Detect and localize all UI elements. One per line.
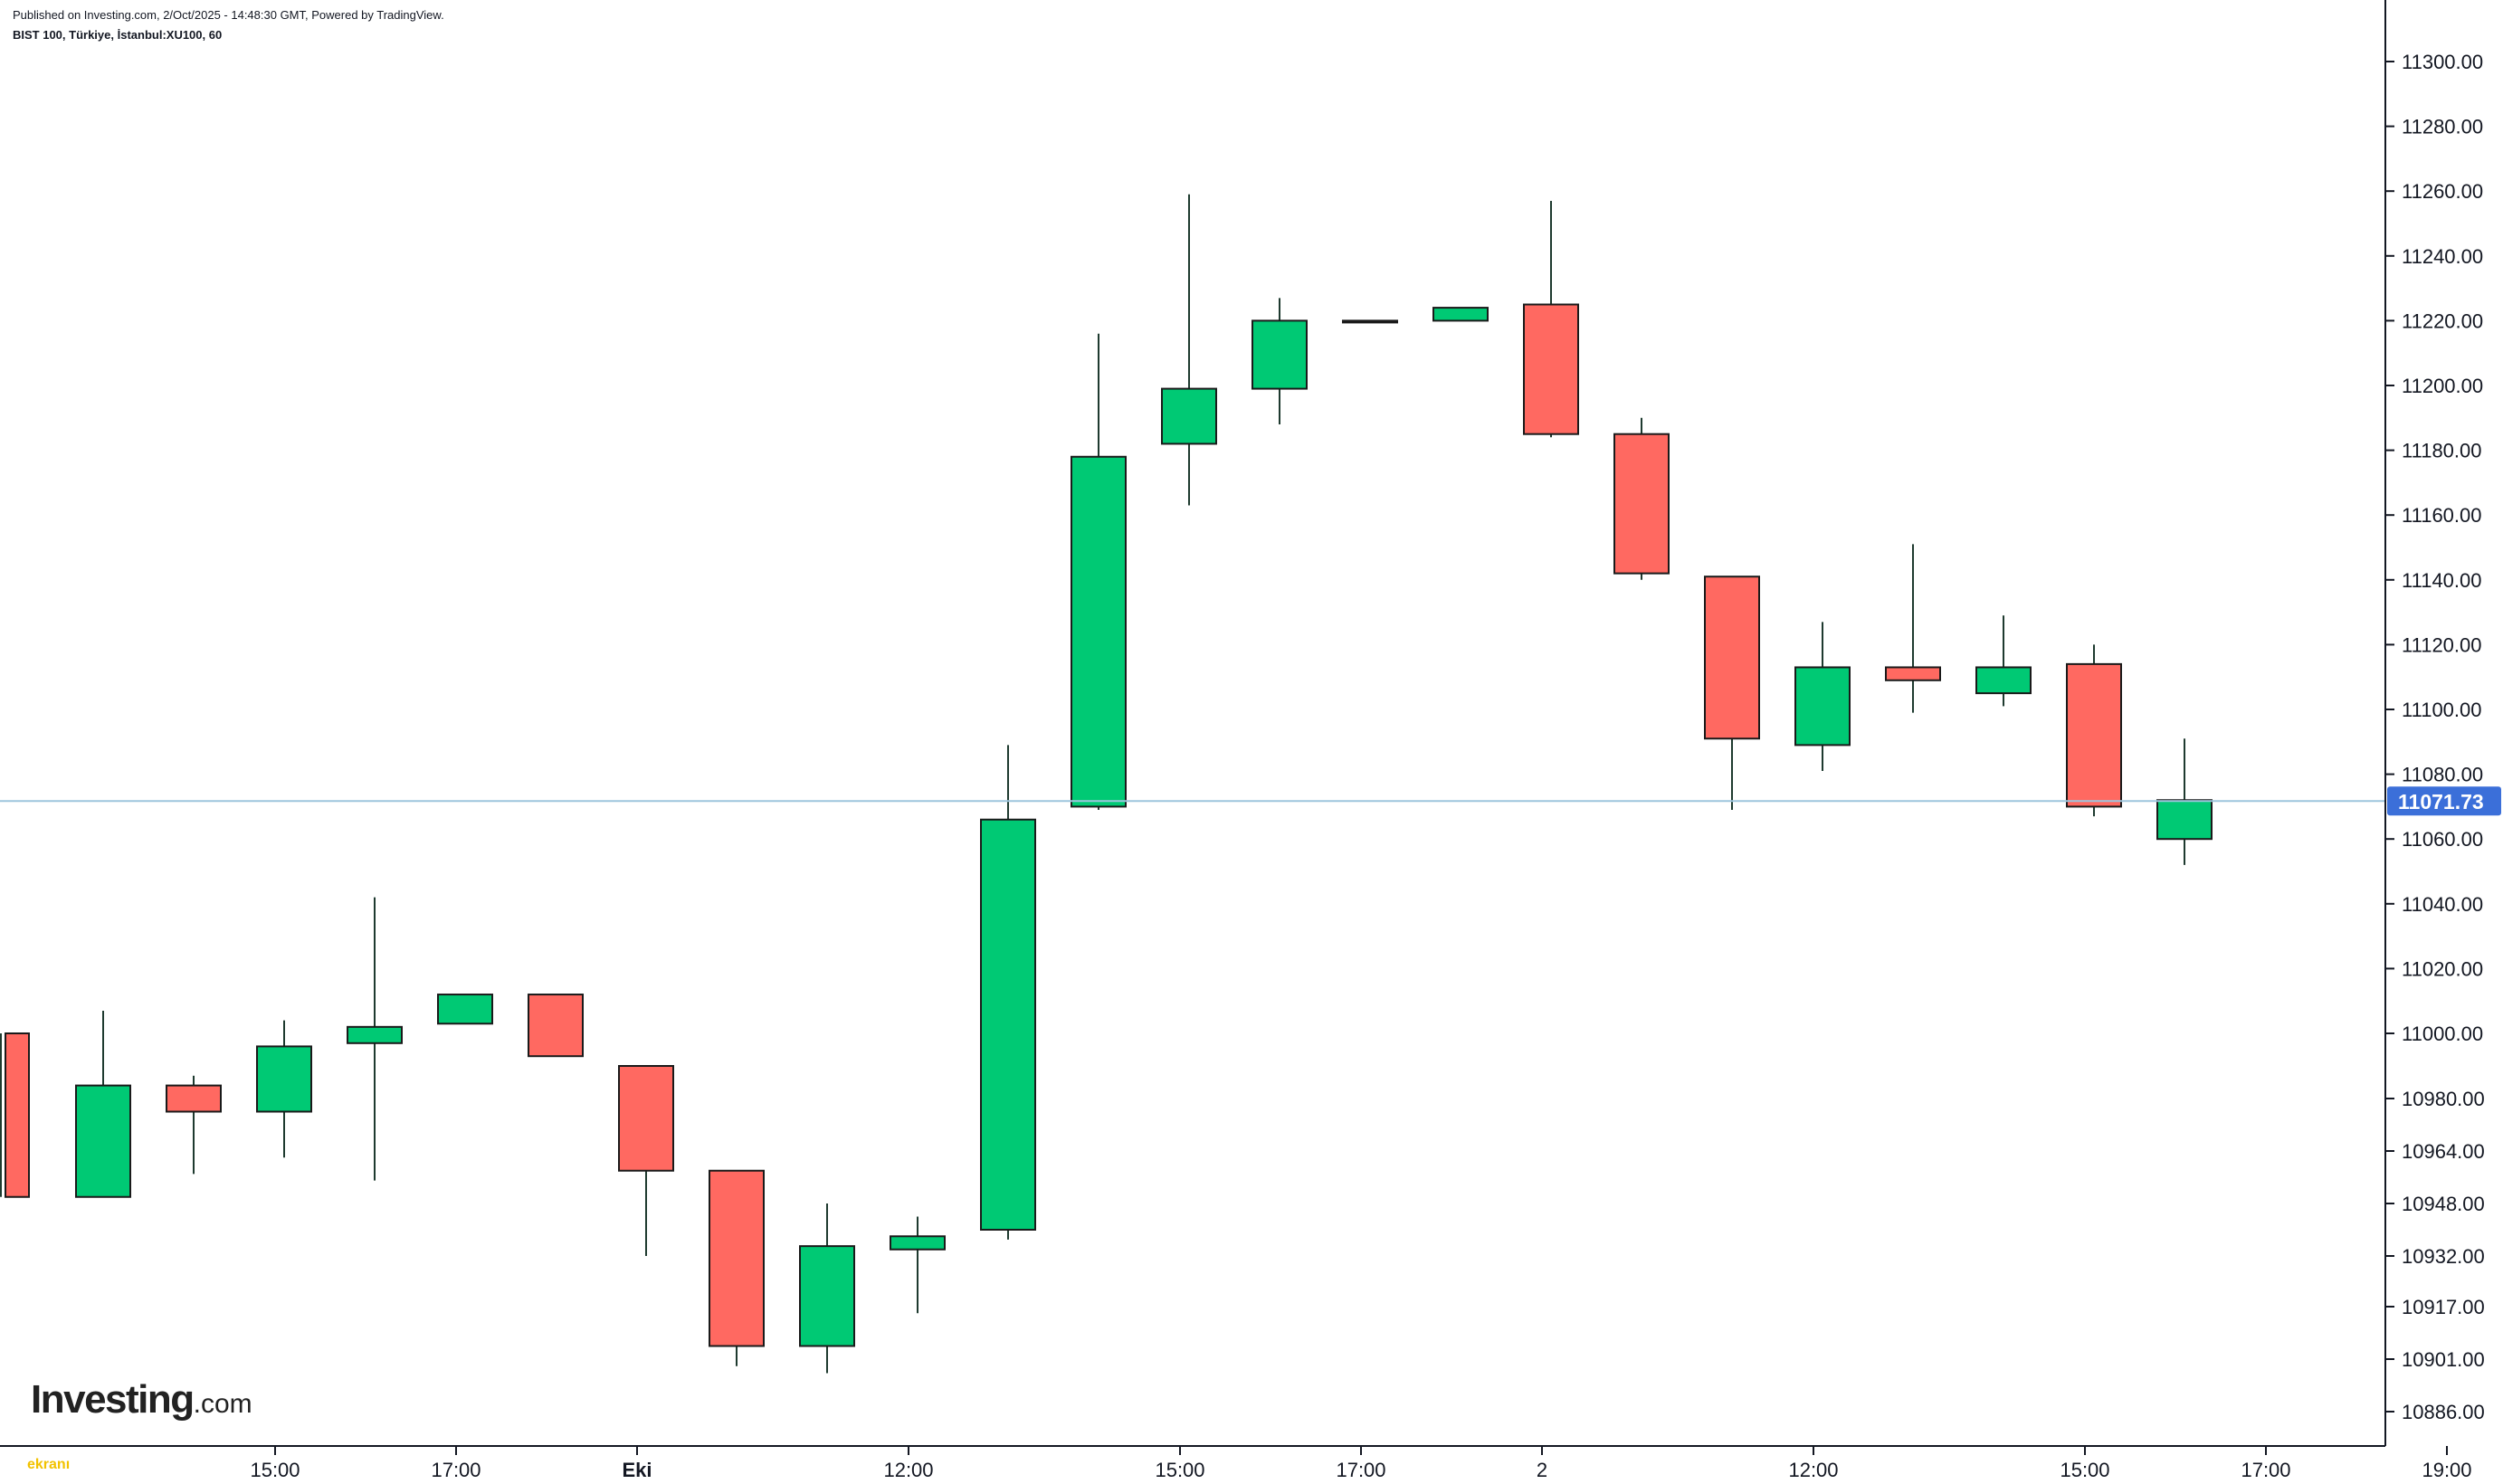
price-tick-label: 11240.00 (2402, 245, 2483, 268)
candle[interactable] (1252, 298, 1308, 424)
candle[interactable] (437, 994, 493, 1025)
candle[interactable] (256, 1020, 312, 1158)
time-axis[interactable]: 15:00 17:00 Eki 12:00 15:00 17:00 2 12:00 15:00 1… (0, 1445, 2472, 1481)
candle[interactable] (1342, 319, 1398, 324)
candle[interactable] (799, 1203, 855, 1374)
investing-logo: Investing.com (31, 1377, 252, 1422)
candle[interactable] (1613, 417, 1670, 580)
candle-body-down (528, 994, 584, 1058)
price-tick-label: 10886.00 (2402, 1401, 2485, 1423)
price-tick-label: 11220.00 (2402, 309, 2483, 332)
candle[interactable] (890, 1216, 946, 1314)
candle-body-up (1252, 319, 1308, 390)
price-tick-label: 11180.00 (2402, 440, 2482, 462)
candle-body-up (1342, 319, 1398, 324)
candle[interactable] (528, 994, 584, 1058)
candle-body-down (166, 1084, 222, 1113)
watermark-ekrani: ekranı (27, 1457, 71, 1472)
price-tick-label: 11160.00 (2402, 504, 2482, 527)
candle-body-up (1071, 455, 1127, 808)
time-tick-label: 2 (1537, 1459, 1547, 1481)
last-price-badge (2387, 786, 2501, 816)
time-tick-label: 15:00 (2060, 1459, 2109, 1481)
candle-body-down (5, 1032, 30, 1198)
candle[interactable] (709, 1169, 765, 1366)
published-caption: Published on Investing.com, 2/Oct/2025 -… (13, 8, 444, 22)
candle[interactable] (1794, 622, 1851, 772)
price-line-layer: 11071.73 (0, 786, 2501, 816)
candle[interactable] (1885, 544, 1941, 713)
time-tick-label: Eki (622, 1459, 652, 1481)
candle-body-down (2066, 662, 2122, 808)
candles-layer (0, 194, 2213, 1374)
candle-body-down (618, 1065, 674, 1172)
price-tick-label: 11020.00 (2402, 957, 2483, 980)
time-tick-label: 15:00 (250, 1459, 300, 1481)
candle-body-up (347, 1025, 403, 1044)
candle-body-up (2156, 799, 2213, 841)
price-tick-label: 11300.00 (2402, 51, 2483, 73)
logo-main-text: Investing (31, 1377, 195, 1422)
candle[interactable] (166, 1075, 222, 1175)
price-tick-label: 10980.00 (2402, 1088, 2485, 1110)
time-tick-label: 17:00 (431, 1459, 481, 1481)
candle[interactable] (1432, 307, 1489, 322)
price-tick-label: 10932.00 (2402, 1245, 2485, 1268)
price-tick-label: 10901.00 (2402, 1348, 2485, 1371)
price-tick-label: 11260.00 (2402, 180, 2483, 203)
candle-body-down (1613, 433, 1670, 575)
candle-body-up (75, 1084, 131, 1198)
time-tick-label: 15:00 (1155, 1459, 1204, 1481)
candle[interactable] (980, 745, 1036, 1240)
price-tick-label: 10964.00 (2402, 1140, 2485, 1163)
logo-suffix-text: .com (193, 1389, 252, 1419)
price-tick-label: 11120.00 (2402, 633, 2482, 656)
candle-body-up (437, 994, 493, 1025)
candle[interactable] (0, 1032, 30, 1198)
time-tick-label: 17:00 (2241, 1459, 2290, 1481)
candle-body-up (799, 1245, 855, 1347)
price-tick-label: 11040.00 (2402, 893, 2483, 916)
price-tick-label: 10948.00 (2402, 1193, 2485, 1215)
candle[interactable] (1071, 333, 1127, 810)
chart-header: Published on Investing.com, 2/Oct/2025 -… (13, 7, 444, 43)
price-tick-label: 11000.00 (2402, 1023, 2483, 1045)
candle[interactable] (2156, 738, 2213, 865)
candle-body-up (890, 1235, 946, 1251)
symbol-title: BIST 100, Türkiye, İstanbul:XU100, 60 (13, 28, 223, 42)
candle[interactable] (75, 1010, 131, 1198)
candle-body-down (1523, 303, 1579, 435)
candle-body-up (1432, 307, 1489, 322)
price-tick-label: 11140.00 (2402, 569, 2482, 592)
price-tick-label: 11100.00 (2402, 699, 2482, 721)
candle[interactable] (1161, 194, 1217, 506)
time-tick-label: 12:00 (1788, 1459, 1838, 1481)
candle-body-down (1704, 576, 1760, 740)
price-tick-label: 10917.00 (2402, 1296, 2485, 1318)
time-tick-label: 17:00 (1336, 1459, 1385, 1481)
time-tick-label: 12:00 (883, 1459, 933, 1481)
price-tick-label: 11280.00 (2402, 116, 2483, 138)
last-price-label: 11071.73 (2398, 790, 2484, 813)
candle[interactable] (2066, 644, 2122, 817)
candle[interactable] (618, 1065, 674, 1256)
candle[interactable] (1704, 576, 1760, 810)
candle-body-up (1161, 387, 1217, 445)
time-tick-label: 19:00 (2422, 1459, 2471, 1481)
candle[interactable] (347, 897, 403, 1181)
candle-body-down (1885, 666, 1941, 681)
price-tick-label: 11060.00 (2402, 828, 2483, 851)
candle-body-up (256, 1045, 312, 1113)
candle-body-up (1975, 666, 2032, 695)
candle-body-up (1794, 666, 1851, 747)
candle[interactable] (1975, 615, 2032, 707)
price-tick-label: 11200.00 (2402, 375, 2483, 397)
candle[interactable] (1523, 200, 1579, 438)
candle-body-up (980, 818, 1036, 1231)
price-axis[interactable]: 11300.00 11280.00 11260.00 11240.00 11220.00… (2384, 0, 2485, 1446)
price-tick-label: 11080.00 (2402, 764, 2483, 786)
candle-body-down (709, 1169, 765, 1347)
